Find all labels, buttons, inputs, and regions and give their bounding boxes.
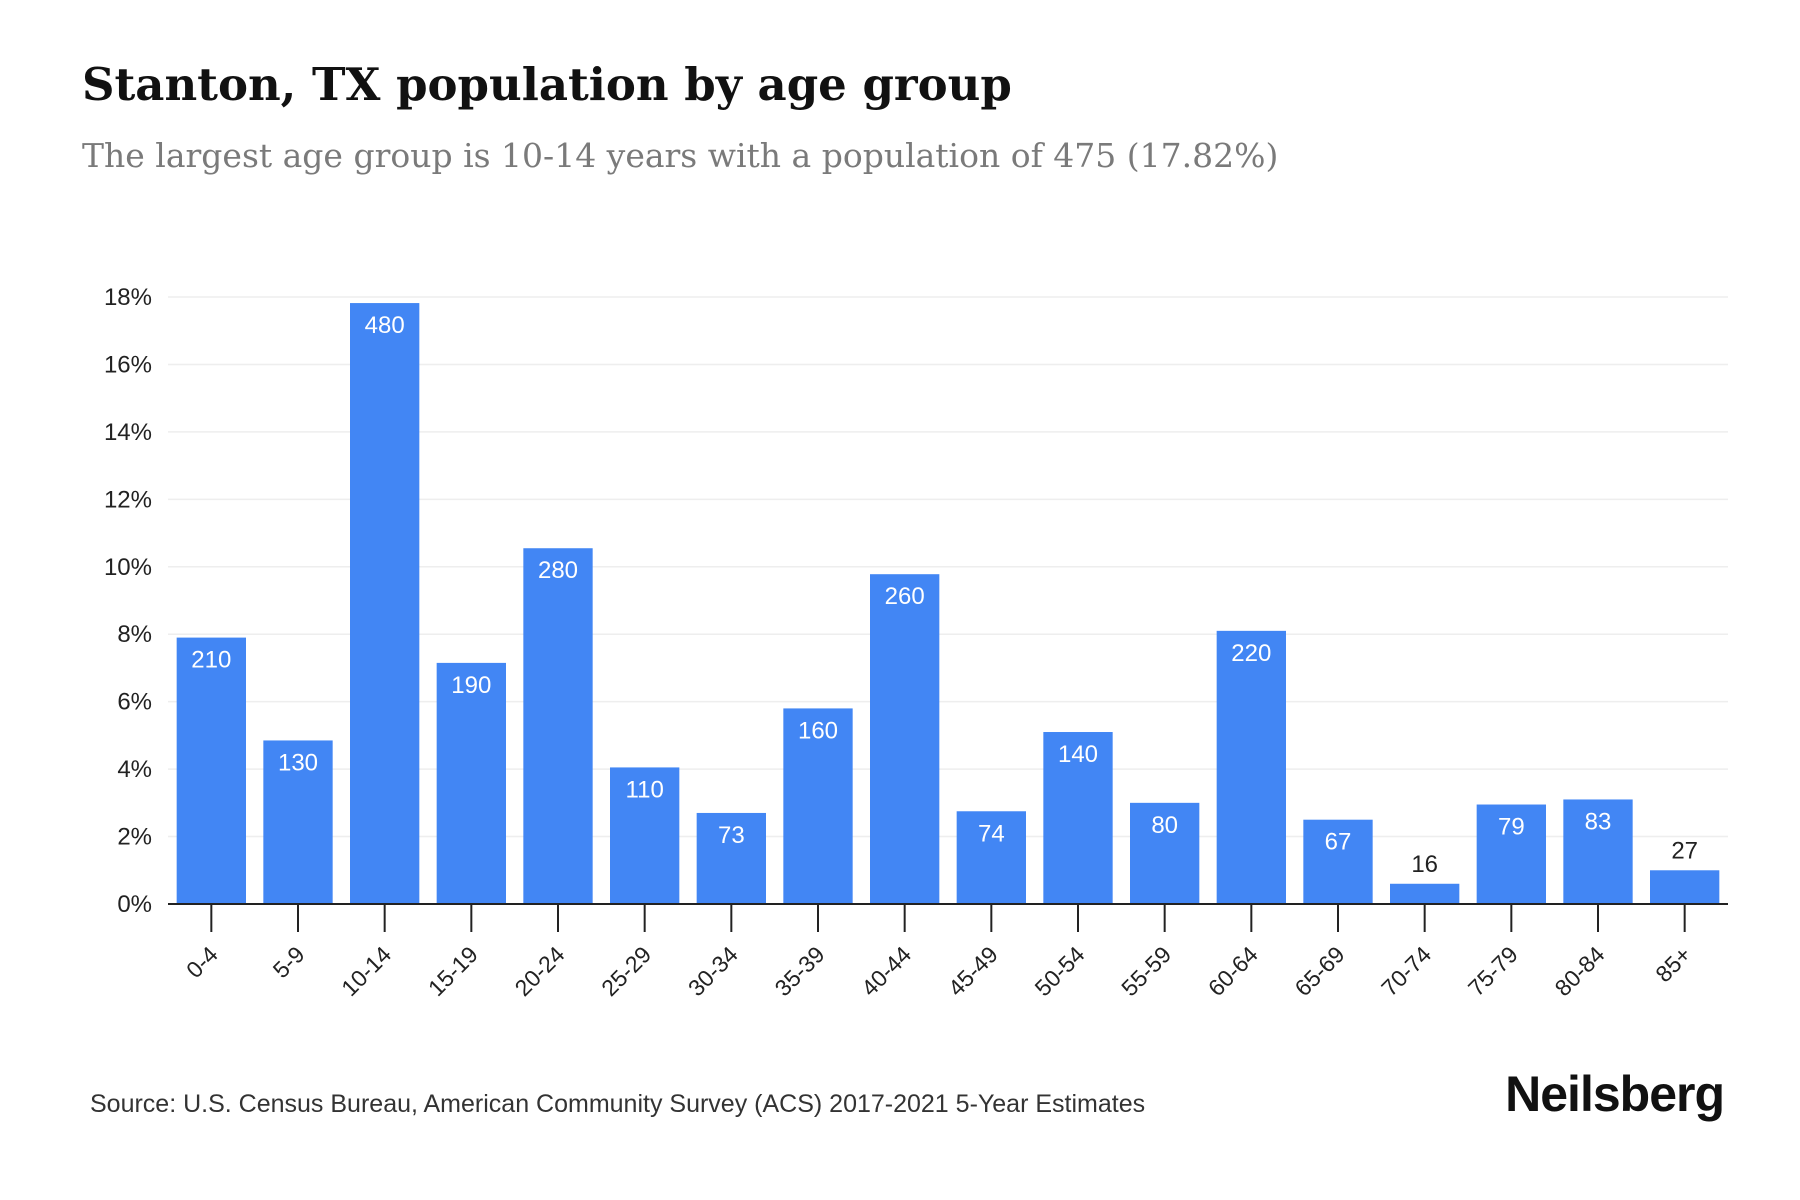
data-label: 110 — [626, 776, 664, 803]
y-tick-label: 18% — [104, 284, 152, 311]
data-label: 73 — [718, 822, 745, 849]
data-label: 280 — [538, 557, 578, 584]
bar — [610, 767, 680, 904]
data-label: 79 — [1498, 814, 1525, 841]
y-tick-label: 4% — [117, 756, 152, 783]
bar — [436, 662, 506, 904]
bar — [1390, 883, 1460, 904]
x-tick-label: 60-64 — [1203, 941, 1263, 1001]
y-tick-label: 12% — [104, 486, 152, 513]
data-label: 80 — [1151, 812, 1178, 839]
y-tick-label: 16% — [104, 351, 152, 378]
data-label: 16 — [1411, 851, 1438, 878]
x-tick-label: 10-14 — [336, 941, 396, 1001]
bar — [1476, 804, 1546, 904]
y-tick-label: 0% — [117, 891, 152, 918]
x-tick-label: 55-59 — [1116, 941, 1176, 1001]
data-label: 220 — [1231, 640, 1271, 667]
bar — [263, 740, 333, 904]
chart-title: Stanton, TX population by age group — [82, 58, 1012, 111]
bar — [870, 574, 940, 904]
data-label: 27 — [1671, 837, 1698, 864]
data-label: 83 — [1585, 808, 1612, 835]
data-label: 210 — [191, 647, 231, 674]
x-tick-label: 70-74 — [1376, 941, 1436, 1001]
bar — [1563, 799, 1633, 904]
bar — [176, 637, 246, 904]
data-label: 140 — [1058, 741, 1098, 768]
brand-logo: Neilsberg — [1505, 1066, 1725, 1122]
x-tick-label: 5-9 — [268, 941, 310, 983]
data-label: 480 — [365, 312, 405, 339]
x-tick-label: 30-34 — [683, 941, 743, 1001]
bar — [783, 708, 853, 904]
bar — [696, 812, 766, 904]
bar — [1303, 819, 1373, 904]
x-tick-label: 25-29 — [596, 941, 656, 1001]
data-label: 130 — [278, 749, 318, 776]
bar — [956, 811, 1026, 904]
y-tick-label: 6% — [117, 689, 152, 716]
data-label: 74 — [978, 820, 1005, 847]
data-label: 160 — [798, 717, 838, 744]
y-tick-label: 10% — [104, 554, 152, 581]
source-note: Source: U.S. Census Bureau, American Com… — [90, 1090, 1146, 1118]
data-label: 260 — [885, 583, 925, 610]
bar — [1650, 870, 1720, 904]
x-tick-label: 40-44 — [856, 941, 916, 1001]
x-tick-label: 50-54 — [1030, 941, 1090, 1001]
data-label: 190 — [451, 672, 491, 699]
x-tick-label: 0-4 — [181, 941, 223, 983]
y-tick-label: 8% — [117, 621, 152, 648]
chart-subtitle: The largest age group is 10-14 years wit… — [82, 136, 1279, 175]
x-tick-label: 80-84 — [1550, 941, 1610, 1001]
x-tick-label: 35-39 — [770, 941, 830, 1001]
y-tick-label: 14% — [104, 419, 152, 446]
x-tick-label: 15-19 — [423, 941, 483, 1001]
x-tick-label: 65-69 — [1290, 941, 1350, 1001]
x-tick-label: 75-79 — [1463, 941, 1523, 1001]
bar — [1043, 732, 1113, 904]
y-tick-label: 2% — [117, 824, 152, 851]
x-tick-label: 45-49 — [943, 941, 1003, 1001]
bar — [523, 548, 593, 904]
x-tick-label: 20-24 — [510, 941, 570, 1001]
bar — [350, 303, 420, 904]
x-tick-label: 85+ — [1650, 941, 1696, 987]
data-label: 67 — [1325, 829, 1352, 856]
bar — [1130, 802, 1200, 904]
bar — [1216, 630, 1286, 904]
